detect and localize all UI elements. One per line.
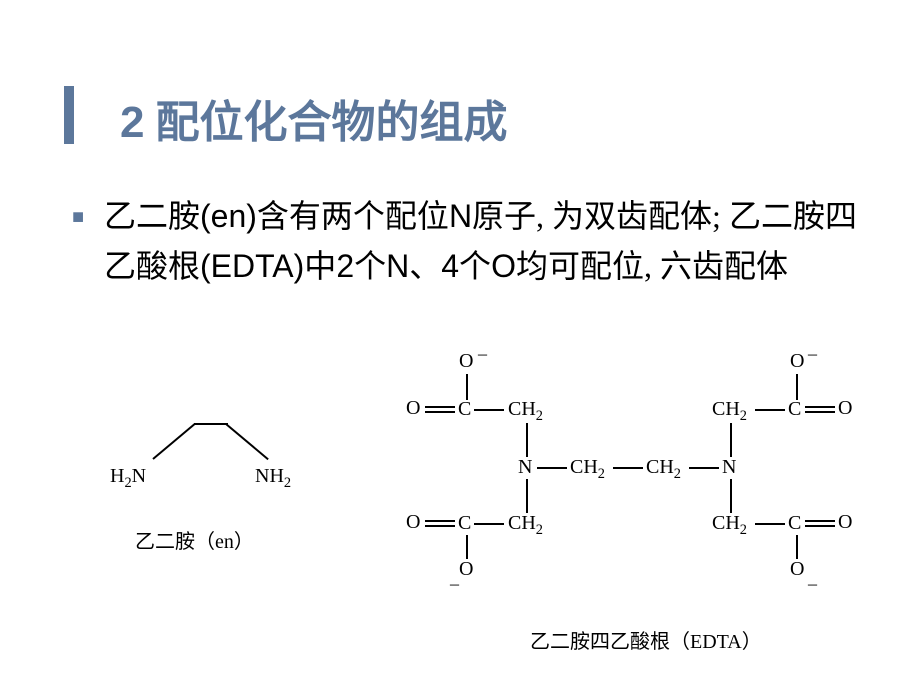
en-bond-1	[152, 423, 195, 460]
title-accent-bar	[64, 86, 74, 144]
edta-o-lr-dbl: O	[838, 511, 852, 534]
edta-o-ul-dbl: O	[406, 397, 420, 420]
edta-minus-ul: _	[478, 337, 487, 358]
title-number: 2	[120, 98, 144, 147]
edta-bond-n-ch2-ur	[730, 423, 732, 457]
edta-bond-c-o-ll	[466, 535, 468, 559]
edta-ch2-back-l: CH2	[570, 456, 605, 483]
bullet-icon: ■	[64, 192, 104, 291]
molecule-diagrams: H2N NH2 乙二胺（en） O C O _ CH2 O C O _ CH2 …	[0, 345, 920, 690]
edta-bond-c-o-lr	[796, 535, 798, 559]
edta-c-lr: C	[788, 512, 801, 535]
edta-o-lr-neg: O	[790, 558, 804, 581]
edta-o-ur-dbl: O	[838, 397, 852, 420]
en-bond-3	[225, 423, 268, 460]
title-text: 配位化合物的组成	[155, 98, 507, 147]
edta-ch2-ll: CH2	[508, 512, 543, 539]
edta-bond-n-ch2-lr	[730, 479, 732, 513]
edta-ch2-ul: CH2	[508, 398, 543, 425]
body-line-1: 乙二胺(en)含有两个配位N原子, 为双齿配体; 乙二胺四乙酸根(EDTA)中2…	[104, 192, 860, 291]
edta-bond-ch2-n-ul	[526, 423, 528, 457]
edta-bond-c-o-ur	[796, 374, 798, 400]
edta-o-ul-neg: O	[459, 350, 473, 373]
en-left-nh2: H2N	[110, 465, 146, 492]
edta-c-ul: C	[458, 398, 471, 421]
edta-bond-o-ll-dbl-2	[425, 525, 455, 527]
edta-bond-ch2-c-ur	[755, 409, 785, 411]
en-bond-2	[194, 423, 228, 425]
edta-bond-ch2-n-ll	[526, 479, 528, 513]
edta-c-ur: C	[788, 398, 801, 421]
body-paragraph: ■ 乙二胺(en)含有两个配位N原子, 为双齿配体; 乙二胺四乙酸根(EDTA)…	[64, 192, 860, 291]
edta-bond-c-o-lr-dbl-1	[805, 520, 835, 522]
edta-bond-c-o-ur-dbl-1	[805, 406, 835, 408]
edta-minus-ur: _	[808, 337, 817, 358]
en-caption: 乙二胺（en）	[135, 525, 254, 554]
edta-c-ll: C	[458, 512, 471, 535]
slide-title: 2 配位化合物的组成	[120, 86, 507, 150]
edta-bond-o-ul-dbl-2	[425, 411, 455, 413]
edta-bond-c-o-ur-dbl-2	[805, 411, 835, 413]
edta-bond-c-o-lr-dbl-2	[805, 525, 835, 527]
edta-minus-ll: _	[450, 567, 459, 588]
en-right-nh2: NH2	[255, 465, 291, 492]
edta-bond-c-ch2-ul	[474, 409, 504, 411]
edta-ch2-ur: CH2	[712, 398, 747, 425]
edta-o-ll-neg: O	[459, 558, 473, 581]
edta-bond-o-ul-dbl-1	[425, 406, 455, 408]
edta-caption: 乙二胺四乙酸根（EDTA）	[530, 625, 762, 654]
edta-ch2-back-r: CH2	[646, 456, 681, 483]
edta-o-ll-dbl: O	[406, 511, 420, 534]
edta-bond-ch2-c-lr	[755, 523, 785, 525]
edta-n-left: N	[518, 456, 532, 479]
edta-bond-n-ch2-l	[537, 467, 567, 469]
edta-bond-ch2-n-r	[689, 467, 719, 469]
edta-bond-o-ll-dbl-1	[425, 520, 455, 522]
edta-bond-ch2-ch2	[613, 467, 643, 469]
edta-ch2-lr: CH2	[712, 512, 747, 539]
edta-bond-c-o-ul	[466, 374, 468, 400]
edta-n-right: N	[722, 456, 736, 479]
edta-minus-lr: _	[808, 567, 817, 588]
edta-o-ur-neg: O	[790, 350, 804, 373]
edta-bond-c-ch2-ll	[474, 523, 504, 525]
